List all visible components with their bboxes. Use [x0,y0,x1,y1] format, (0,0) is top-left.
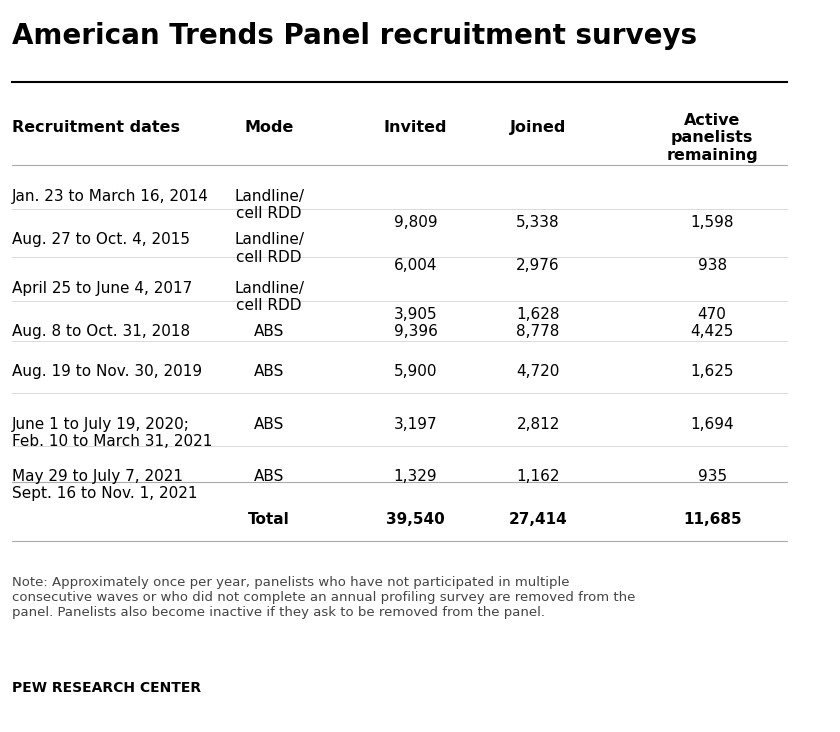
Text: 1,162: 1,162 [517,468,560,484]
Text: 938: 938 [697,258,727,273]
Text: 1,625: 1,625 [690,364,734,379]
Text: ABS: ABS [254,417,285,432]
Text: Active
panelists
remaining: Active panelists remaining [666,113,758,163]
Text: 39,540: 39,540 [386,512,445,527]
Text: 2,976: 2,976 [517,258,560,273]
Text: Aug. 8 to Oct. 31, 2018: Aug. 8 to Oct. 31, 2018 [12,324,190,339]
Text: Mode: Mode [244,120,294,135]
Text: PEW RESEARCH CENTER: PEW RESEARCH CENTER [12,681,202,695]
Text: 3,905: 3,905 [394,307,438,321]
Text: Note: Approximately once per year, panelists who have not participated in multip: Note: Approximately once per year, panel… [12,576,635,619]
Text: ABS: ABS [254,468,285,484]
Text: ABS: ABS [254,324,285,339]
Text: Landline/
cell RDD: Landline/ cell RDD [234,232,304,264]
Text: Landline/
cell RDD: Landline/ cell RDD [234,280,304,313]
Text: 2,812: 2,812 [517,417,559,432]
Text: 9,396: 9,396 [394,324,438,339]
Text: 1,628: 1,628 [517,307,560,321]
Text: Landline/
cell RDD: Landline/ cell RDD [234,189,304,221]
Text: 4,720: 4,720 [517,364,559,379]
Text: 8,778: 8,778 [517,324,559,339]
Text: Aug. 27 to Oct. 4, 2015: Aug. 27 to Oct. 4, 2015 [12,232,190,247]
Text: Joined: Joined [510,120,566,135]
Text: 4,425: 4,425 [690,324,734,339]
Text: 11,685: 11,685 [683,512,742,527]
Text: Total: Total [249,512,290,527]
Text: 935: 935 [697,468,727,484]
Text: 5,900: 5,900 [394,364,438,379]
Text: 5,338: 5,338 [517,214,560,230]
Text: 1,694: 1,694 [690,417,734,432]
Text: 3,197: 3,197 [394,417,438,432]
Text: Recruitment dates: Recruitment dates [12,120,180,135]
Text: 6,004: 6,004 [394,258,438,273]
Text: May 29 to July 7, 2021
Sept. 16 to Nov. 1, 2021: May 29 to July 7, 2021 Sept. 16 to Nov. … [12,468,197,501]
Text: Jan. 23 to March 16, 2014: Jan. 23 to March 16, 2014 [12,189,209,203]
Text: 27,414: 27,414 [509,512,568,527]
Text: 1,598: 1,598 [690,214,734,230]
Text: June 1 to July 19, 2020;
Feb. 10 to March 31, 2021: June 1 to July 19, 2020; Feb. 10 to Marc… [12,417,213,449]
Text: April 25 to June 4, 2017: April 25 to June 4, 2017 [12,280,192,296]
Text: Invited: Invited [384,120,447,135]
Text: 470: 470 [698,307,727,321]
Text: Aug. 19 to Nov. 30, 2019: Aug. 19 to Nov. 30, 2019 [12,364,202,379]
Text: ABS: ABS [254,364,285,379]
Text: 1,329: 1,329 [394,468,438,484]
Text: American Trends Panel recruitment surveys: American Trends Panel recruitment survey… [12,22,697,51]
Text: 9,809: 9,809 [394,214,438,230]
